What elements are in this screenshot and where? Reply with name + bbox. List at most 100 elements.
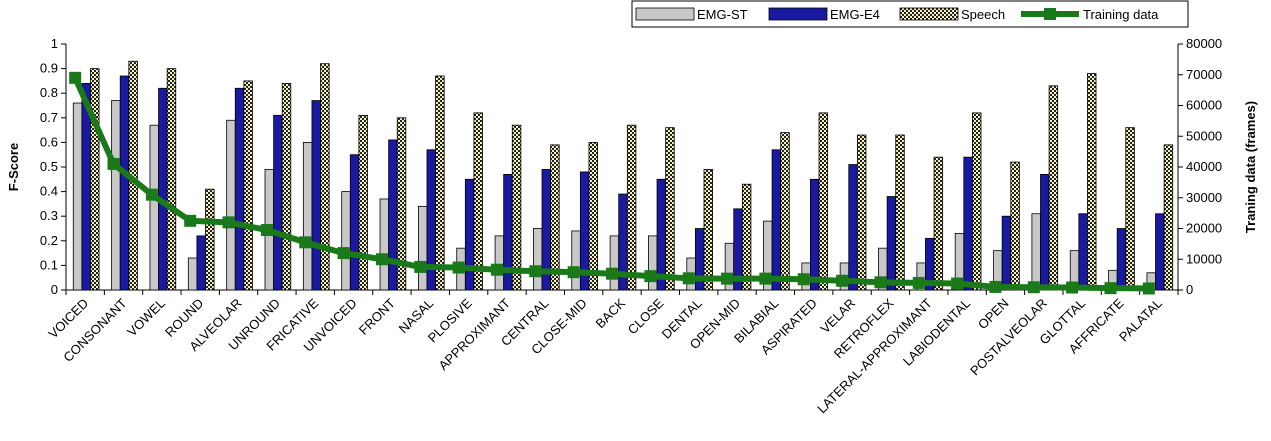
bar-emg-e4 [158, 87, 168, 291]
bar-speech [895, 134, 905, 291]
bar-speech [665, 127, 675, 291]
training-data-point [644, 270, 657, 283]
training-data-point [260, 224, 273, 237]
x-tick-label: BACK [592, 295, 628, 331]
bar-speech [933, 156, 944, 291]
training-data-point [490, 263, 503, 276]
bar-emg-st [609, 235, 620, 291]
y2-tick-label: 70000 [1186, 67, 1222, 82]
legend-label: EMG-E4 [830, 7, 880, 22]
bar-emg-e4 [119, 75, 130, 291]
bar-emg-e4 [886, 196, 897, 291]
bar-speech [856, 134, 867, 291]
y2-tick-label: 40000 [1186, 159, 1222, 174]
y-tick-label: 1 [51, 36, 58, 51]
x-tick-label: VOWEL [124, 296, 168, 340]
bar-emg-e4 [810, 178, 820, 291]
bar-speech [550, 144, 560, 291]
y-axis-title: F-Score [6, 143, 21, 191]
bar-speech [1087, 73, 1097, 291]
bar-speech [435, 75, 445, 291]
legend: EMG-ST EMG-E4 Speech Training data [631, 0, 1189, 28]
bar-emg-e4 [963, 156, 973, 291]
y2-tick-label: 0 [1186, 282, 1193, 297]
y-tick-label: 0.6 [40, 134, 58, 149]
bar-emg-e4 [656, 178, 667, 291]
training-data-point [951, 277, 964, 290]
bar-speech [320, 63, 330, 291]
y-tick-label: 0.8 [40, 85, 58, 100]
y2-axis-title: Traning data (frames) [1243, 101, 1258, 233]
training-data-point [797, 273, 810, 286]
y2-tick-label: 30000 [1186, 190, 1222, 205]
bar-speech [741, 183, 752, 291]
training-data-point [682, 272, 695, 285]
bar-speech [1163, 144, 1174, 291]
bar-speech [818, 112, 829, 291]
y2-tick-label: 50000 [1186, 128, 1222, 143]
bar-emg-e4 [1155, 213, 1165, 291]
bar-speech [703, 169, 713, 291]
x-tick-label: FRONT [356, 295, 398, 337]
bar-emg-st [494, 235, 505, 291]
bar-emg-e4 [1078, 213, 1088, 291]
bar-speech [396, 117, 407, 291]
training-data-point [989, 280, 1002, 293]
bar-emg-e4 [234, 87, 245, 291]
bar-emg-st [571, 230, 581, 291]
bar-emg-st [149, 124, 159, 291]
y-tick-label: 0.4 [40, 184, 58, 199]
legend-swatch [768, 7, 828, 21]
training-data-point [1066, 281, 1079, 294]
bar-emg-e4 [1116, 228, 1127, 291]
y-tick-label: 0.5 [40, 159, 58, 174]
legend-label: EMG-ST [697, 7, 748, 22]
bar-emg-st [226, 119, 236, 291]
bars [72, 60, 1174, 291]
training-data-point [452, 261, 465, 274]
bar-speech [1010, 161, 1020, 291]
legend-swatch [635, 7, 695, 21]
bar-speech [473, 112, 483, 291]
training-data-point [414, 260, 427, 273]
training-data-point [529, 265, 542, 278]
bar-speech [90, 68, 100, 291]
bar-emg-e4 [388, 139, 398, 291]
training-data-point [69, 71, 82, 84]
bar-emg-st [417, 205, 428, 291]
training-data-point [222, 216, 235, 229]
y-tick-label: 0.7 [40, 110, 58, 125]
training-data-point [1027, 281, 1040, 294]
bar-speech [281, 82, 292, 291]
training-data-point [721, 272, 734, 285]
bar-emg-st [341, 191, 351, 291]
bar-speech [358, 114, 368, 291]
training-data-point [184, 214, 197, 227]
y2-tick-label: 60000 [1186, 98, 1222, 113]
training-data-point [912, 276, 925, 289]
training-data-point [1142, 282, 1155, 295]
bar-emg-e4 [1001, 215, 1012, 291]
bar-speech [1125, 127, 1135, 291]
training-data-point [874, 276, 887, 289]
bar-emg-st [72, 102, 83, 291]
bar-speech [972, 112, 982, 291]
bar-emg-e4 [349, 154, 360, 291]
legend-label: Speech [961, 7, 1005, 22]
bar-speech [166, 68, 177, 291]
x-tick-label: OPEN [975, 296, 1012, 333]
y-tick-label: 0.2 [40, 233, 58, 248]
bar-emg-e4 [1040, 173, 1050, 291]
y2-tick-label: 10000 [1186, 251, 1222, 266]
training-data-point [567, 266, 580, 279]
legend-swatch-marker [1044, 8, 1056, 20]
training-data-point [759, 272, 772, 285]
legend-swatch [899, 7, 959, 21]
bar-speech [511, 124, 522, 291]
bar-emg-e4 [311, 100, 321, 291]
x-tick-label: LABIODENTAL [900, 296, 973, 369]
training-data-point [337, 247, 350, 260]
bar-emg-st [379, 198, 390, 291]
y2-tick-label: 20000 [1186, 221, 1222, 236]
